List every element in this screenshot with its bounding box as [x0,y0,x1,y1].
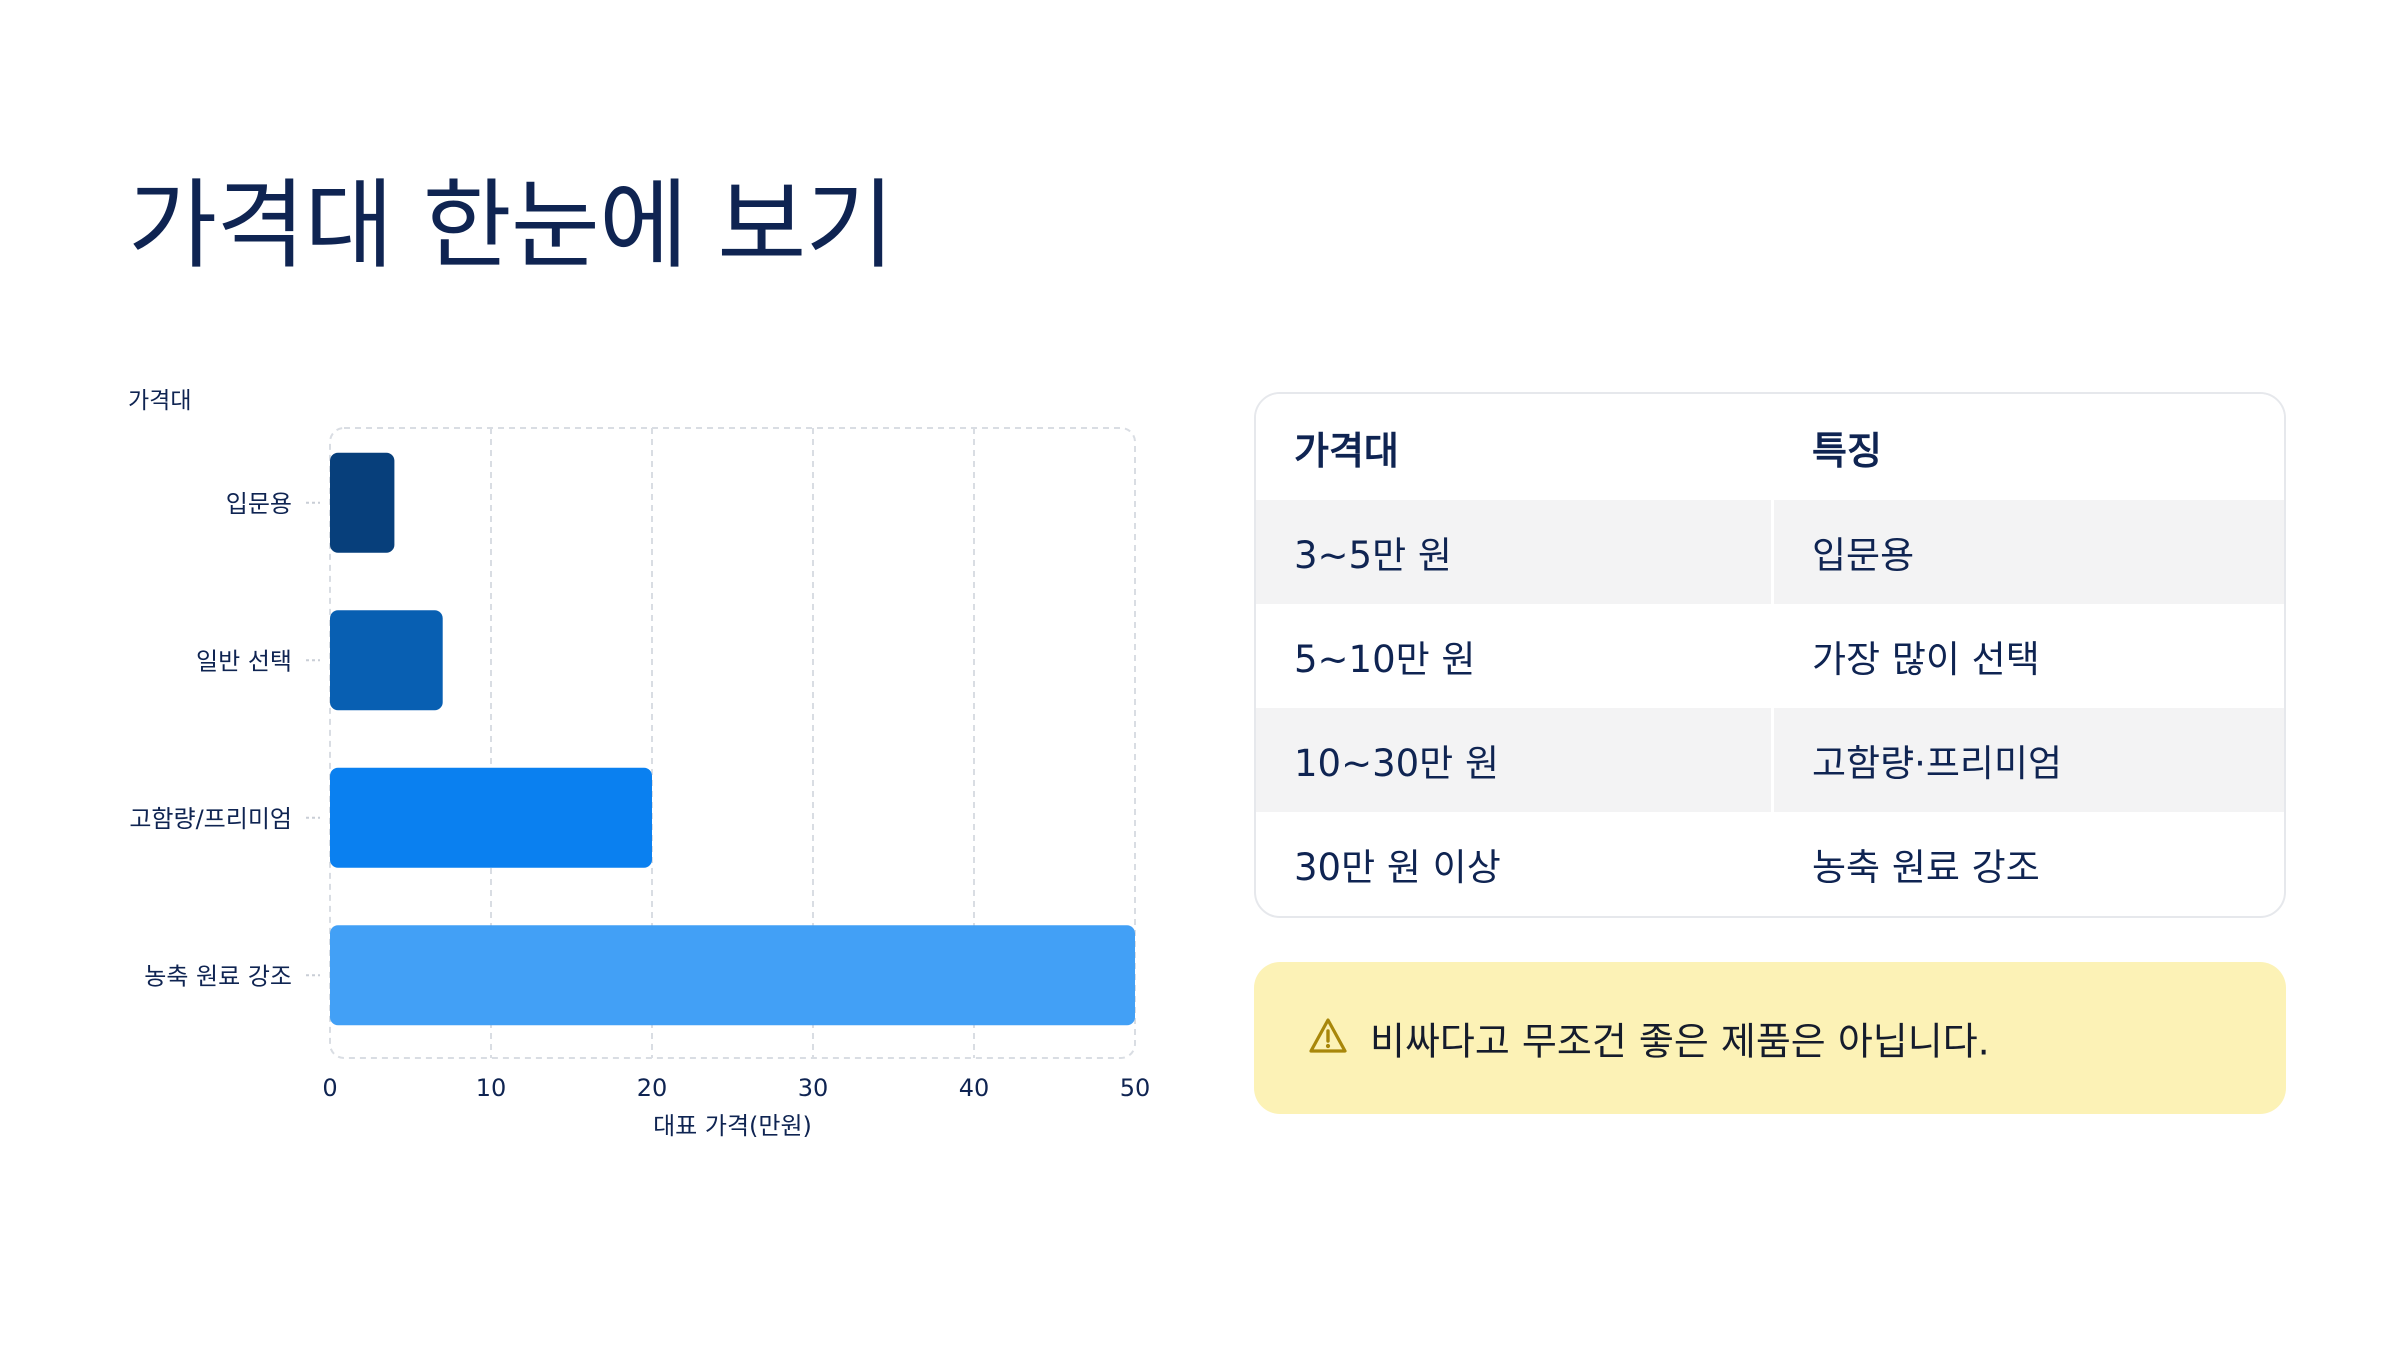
y-tick-label: 입문용 [226,490,292,518]
page-title: 가격대 한눈에 보기 [128,169,895,282]
table-cell-price-range: 5~10만 원 [1294,638,1476,681]
table-cell-feature: 가장 많이 선택 [1812,638,2040,681]
x-tick-label: 0 [322,1074,337,1102]
x-tick-label: 20 [637,1074,668,1102]
table-cell-feature: 농축 원료 강조 [1812,846,2040,889]
y-tick-label: 농축 원료 강조 [144,962,292,990]
table-row: 3~5만 원 입문용 [1256,500,2284,604]
table-row: 30만 원 이상 농축 원료 강조 [1256,812,2284,916]
x-tick-label: 40 [959,1074,990,1102]
table-cell-price-range: 10~30만 원 [1256,708,1774,812]
x-tick-label: 50 [1120,1074,1151,1102]
warning-text: 비싸다고 무조건 좋은 제품은 아닙니다. [1370,1019,1990,1064]
bar [330,925,1135,1026]
table-header-price-range: 가격대 [1294,428,1399,473]
y-axis-label: 가격대 [128,388,191,414]
table-header-row: 가격대 특징 [1256,394,2284,500]
bar [330,767,652,868]
y-tick-label: 일반 선택 [196,647,292,675]
bar [330,610,443,711]
warning-callout: 비싸다고 무조건 좋은 제품은 아닙니다. [1254,962,2286,1114]
table-cell-feature: 고함량·프리미엄 [1812,742,2063,785]
table-cell-feature: 입문용 [1812,534,1915,577]
table-row: 5~10만 원 가장 많이 선택 [1256,604,2284,708]
table-header-feature: 특징 [1812,428,1882,473]
plot-frame [329,427,1136,1059]
x-tick-label: 30 [798,1074,829,1102]
warning-icon [1309,1018,1347,1053]
table-row: 10~30만 원 고함량·프리미엄 [1256,708,2284,812]
x-axis-label: 대표 가격(만원) [653,1112,812,1140]
table-cell-price-range: 3~5만 원 [1256,500,1774,604]
x-tick-label: 10 [476,1074,507,1102]
y-tick-label: 고함량/프리미엄 [129,805,292,833]
bar [330,452,395,553]
table-cell-price-range: 30만 원 이상 [1294,846,1501,889]
price-table: 가격대 특징 3~5만 원 입문용 5~10만 원 가장 많이 선택 10~30… [1254,392,2286,918]
